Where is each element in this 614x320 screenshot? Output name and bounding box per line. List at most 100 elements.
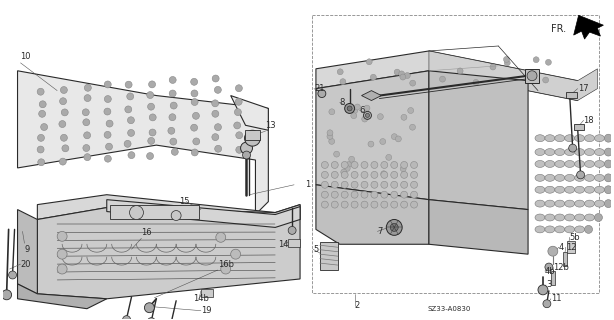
Circle shape	[236, 132, 243, 139]
Ellipse shape	[535, 214, 545, 221]
Circle shape	[378, 114, 383, 120]
Ellipse shape	[545, 186, 555, 193]
Circle shape	[577, 171, 585, 179]
Circle shape	[381, 201, 388, 208]
Ellipse shape	[545, 174, 555, 181]
Ellipse shape	[594, 174, 604, 181]
Ellipse shape	[585, 148, 594, 156]
Circle shape	[244, 130, 260, 146]
Ellipse shape	[565, 135, 575, 142]
Bar	[525, 69, 539, 83]
Text: 10: 10	[20, 52, 31, 61]
Circle shape	[147, 153, 154, 159]
Ellipse shape	[545, 135, 555, 142]
Circle shape	[533, 57, 539, 63]
Text: 3: 3	[546, 280, 551, 289]
Circle shape	[380, 139, 386, 145]
Circle shape	[170, 138, 177, 145]
Circle shape	[341, 162, 348, 168]
Circle shape	[128, 130, 134, 136]
Ellipse shape	[535, 161, 545, 167]
Polygon shape	[37, 204, 300, 299]
Circle shape	[381, 172, 388, 178]
Text: 14: 14	[278, 240, 289, 249]
Circle shape	[37, 146, 44, 153]
Ellipse shape	[545, 161, 555, 167]
Bar	[573, 124, 583, 130]
Ellipse shape	[555, 214, 565, 221]
Circle shape	[193, 138, 200, 145]
Text: 1: 1	[305, 180, 310, 189]
Text: 12b: 12b	[553, 263, 569, 272]
Circle shape	[321, 191, 328, 198]
Circle shape	[400, 166, 406, 172]
Polygon shape	[231, 96, 268, 130]
Polygon shape	[18, 71, 268, 214]
Circle shape	[57, 231, 67, 241]
Circle shape	[235, 98, 242, 105]
Circle shape	[171, 148, 178, 155]
Ellipse shape	[535, 186, 545, 193]
Circle shape	[341, 172, 348, 178]
Bar	[563, 252, 567, 266]
Circle shape	[411, 162, 418, 168]
Polygon shape	[573, 15, 604, 39]
Circle shape	[147, 318, 155, 320]
Circle shape	[381, 181, 388, 188]
Circle shape	[149, 114, 156, 121]
Circle shape	[106, 143, 112, 150]
Circle shape	[288, 227, 296, 234]
Circle shape	[395, 136, 402, 142]
Circle shape	[527, 71, 537, 81]
Circle shape	[39, 101, 46, 108]
Circle shape	[381, 171, 387, 177]
Circle shape	[391, 172, 398, 178]
Circle shape	[332, 201, 338, 208]
Circle shape	[543, 300, 551, 308]
Circle shape	[123, 316, 131, 320]
Circle shape	[128, 117, 134, 124]
Circle shape	[39, 110, 45, 117]
Circle shape	[9, 271, 17, 279]
Circle shape	[130, 206, 144, 220]
Circle shape	[60, 158, 66, 165]
Ellipse shape	[565, 174, 575, 181]
Circle shape	[171, 211, 181, 220]
Circle shape	[457, 68, 463, 74]
Ellipse shape	[585, 214, 594, 221]
Circle shape	[410, 124, 416, 130]
Circle shape	[147, 103, 155, 110]
Circle shape	[503, 56, 510, 62]
Circle shape	[37, 88, 44, 95]
Text: 14b: 14b	[193, 294, 209, 303]
Circle shape	[538, 285, 548, 295]
Text: 4b: 4b	[545, 267, 556, 276]
Circle shape	[216, 232, 226, 242]
Circle shape	[545, 59, 551, 65]
Bar	[201, 289, 213, 297]
Circle shape	[349, 156, 355, 162]
Circle shape	[386, 155, 392, 160]
Ellipse shape	[575, 200, 585, 207]
Circle shape	[149, 81, 155, 88]
Circle shape	[351, 113, 357, 119]
Circle shape	[104, 96, 111, 102]
Polygon shape	[18, 210, 37, 294]
Circle shape	[212, 110, 219, 117]
Circle shape	[84, 132, 91, 139]
Circle shape	[364, 105, 370, 111]
Circle shape	[57, 249, 67, 259]
Circle shape	[169, 76, 176, 84]
Circle shape	[361, 162, 368, 168]
Circle shape	[548, 246, 558, 256]
Circle shape	[351, 181, 358, 188]
Text: 2: 2	[354, 301, 360, 310]
Text: 17: 17	[578, 84, 588, 93]
Circle shape	[61, 109, 68, 116]
Circle shape	[169, 90, 176, 97]
Circle shape	[401, 162, 408, 168]
Circle shape	[236, 146, 243, 153]
Circle shape	[440, 76, 446, 82]
Circle shape	[192, 112, 200, 119]
Circle shape	[473, 79, 479, 85]
